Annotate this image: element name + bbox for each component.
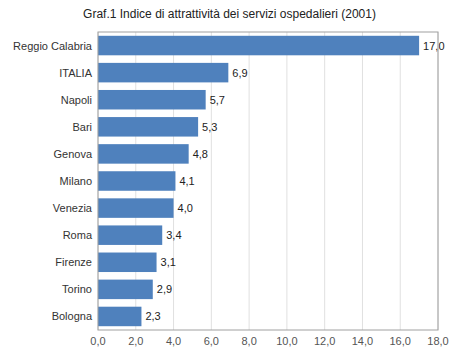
x-tick-label: 4,0 <box>166 335 181 347</box>
data-label: 6,9 <box>232 67 247 79</box>
data-label: 4,8 <box>193 148 208 160</box>
y-tick-label: Bologna <box>52 310 93 322</box>
y-tick-label: Napoli <box>61 94 92 106</box>
y-tick-label: Reggio Calabria <box>13 40 93 52</box>
bars <box>98 36 419 326</box>
y-tick-label: Bari <box>72 121 92 133</box>
bar <box>98 307 141 327</box>
x-tick-label: 6,0 <box>204 335 219 347</box>
x-tick-label: 14,0 <box>352 335 373 347</box>
bar <box>98 171 175 191</box>
data-label: 5,7 <box>210 94 225 106</box>
data-label: 5,3 <box>202 121 217 133</box>
data-label: 2,9 <box>157 283 172 295</box>
grid-line <box>249 32 250 330</box>
y-tick-label: Firenze <box>55 256 92 268</box>
y-tick-label: Genova <box>53 148 92 160</box>
grid <box>98 32 438 330</box>
bar <box>98 280 153 300</box>
y-tick-label: ITALIA <box>59 67 92 79</box>
data-label: 3,4 <box>166 229 181 241</box>
data-label: 2,3 <box>145 310 160 322</box>
x-tick-label: 8,0 <box>241 335 256 347</box>
data-label: 4,0 <box>178 202 193 214</box>
grid-line <box>324 32 325 330</box>
x-axis: 0,0 2,0 4,0 6,0 8,0 10,0 12,0 14,0 16,0 18,0 <box>90 335 448 347</box>
bar <box>98 253 157 273</box>
bar <box>98 225 162 245</box>
data-label: 4,1 <box>179 175 194 187</box>
bar <box>98 36 419 56</box>
bar <box>98 198 174 218</box>
x-tick-label: 0,0 <box>90 335 105 347</box>
x-tick-label: 10,0 <box>276 335 297 347</box>
data-label: 17,0 <box>423 40 444 52</box>
data-label: 3,1 <box>161 256 176 268</box>
grid-line <box>362 32 363 330</box>
labels: 17,0 Reggio Calabria 6,9 ITALIA 5,7 Napoli 5,3… <box>13 40 444 323</box>
y-tick-label: Roma <box>63 229 93 241</box>
y-tick-label: Milano <box>60 175 92 187</box>
bar <box>98 117 198 137</box>
chart-svg: Graf.1 Indice di attrattività dei serviz… <box>0 0 459 358</box>
grid-line <box>400 32 401 330</box>
x-tick-label: 16,0 <box>390 335 411 347</box>
x-tick-label: 12,0 <box>314 335 335 347</box>
bar <box>98 144 189 164</box>
plot-frame <box>98 32 438 330</box>
title: Graf.1 Indice di attrattività dei serviz… <box>83 7 376 21</box>
bar <box>98 63 228 83</box>
x-tick-label: 18,0 <box>427 335 448 347</box>
x-tick-label: 2,0 <box>128 335 143 347</box>
y-tick-label: Torino <box>62 283 92 295</box>
grid-line <box>286 32 287 330</box>
chart-container: Graf.1 Indice di attrattività dei serviz… <box>0 0 459 358</box>
bar <box>98 90 206 110</box>
y-tick-label: Venezia <box>53 202 93 214</box>
